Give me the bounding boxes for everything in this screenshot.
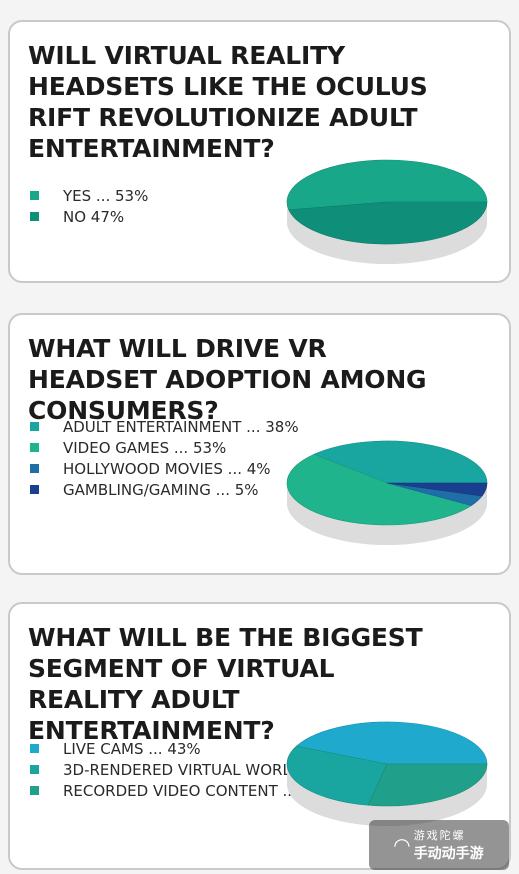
legend-label: ADULT ENTERTAINMENT ... 38% xyxy=(63,417,299,436)
legend-item: LIVE CAMS ... 43% xyxy=(30,738,369,759)
legend-label: RECORDED VIDEO CONTENT ... 28% xyxy=(63,781,335,800)
legend-swatch xyxy=(30,786,39,795)
legend-swatch xyxy=(30,443,39,452)
pie-slice xyxy=(295,721,488,765)
chart-1-title: WILL VIRTUAL REALITY HEADSETS LIKE THE O… xyxy=(28,41,428,163)
legend-swatch xyxy=(30,422,39,431)
spinning-top-icon: ◠ xyxy=(394,833,410,857)
chart-1-legend: YES ... 53% NO 47% xyxy=(30,185,148,227)
pie-slice xyxy=(386,482,488,497)
legend-item: YES ... 53% xyxy=(30,185,148,206)
legend-label: HOLLYWOOD MOVIES ... 4% xyxy=(63,459,271,478)
chart-1-pie xyxy=(286,159,488,264)
legend-item: HOLLYWOOD MOVIES ... 4% xyxy=(30,458,299,479)
pie-slice xyxy=(367,763,488,807)
legend-label: NO 47% xyxy=(63,207,125,226)
legend-item: ADULT ENTERTAINMENT ... 38% xyxy=(30,416,299,437)
legend-item: RECORDED VIDEO CONTENT ... 28% xyxy=(30,780,369,801)
poll-card-3: WHAT WILL BE THE BIGGEST SEGMENT OF VIRT… xyxy=(8,602,511,870)
poll-card-1: WILL VIRTUAL REALITY HEADSETS LIKE THE O… xyxy=(8,20,511,283)
chart-2-pie xyxy=(286,440,488,545)
legend-swatch xyxy=(30,744,39,753)
chart-2-legend: ADULT ENTERTAINMENT ... 38% VIDEO GAMES … xyxy=(30,416,299,500)
chart-3-title: WHAT WILL BE THE BIGGEST SEGMENT OF VIRT… xyxy=(28,623,423,745)
pie-slice xyxy=(286,159,488,211)
legend-label: GAMBLING/GAMING ... 5% xyxy=(63,480,259,499)
watermark-line-1: 游戏陀螺 xyxy=(413,829,466,842)
legend-label: VIDEO GAMES ... 53% xyxy=(63,438,227,457)
pie-slice xyxy=(313,440,488,484)
legend-label: LIVE CAMS ... 43% xyxy=(63,739,201,758)
legend-swatch xyxy=(30,212,39,221)
legend-item: NO 47% xyxy=(30,206,148,227)
legend-label: YES ... 53% xyxy=(63,186,149,205)
chart-2-title: WHAT WILL DRIVE VR HEADSET ADOPTION AMON… xyxy=(28,334,427,425)
legend-swatch xyxy=(30,191,39,200)
pie-slice xyxy=(288,201,488,245)
legend-item: VIDEO GAMES ... 53% xyxy=(30,437,299,458)
pie-slice xyxy=(286,745,388,806)
watermark-line-2: 手动动手游 xyxy=(413,846,484,862)
legend-swatch xyxy=(30,765,39,774)
watermark-logo: ◠ 游戏陀螺 手动动手游 xyxy=(369,820,509,870)
chart-3-pie xyxy=(286,721,488,826)
pie-slice xyxy=(286,453,473,526)
poll-card-2: WHAT WILL DRIVE VR HEADSET ADOPTION AMON… xyxy=(8,313,511,575)
legend-swatch xyxy=(30,485,39,494)
legend-swatch xyxy=(30,464,39,473)
legend-item: GAMBLING/GAMING ... 5% xyxy=(30,479,299,500)
